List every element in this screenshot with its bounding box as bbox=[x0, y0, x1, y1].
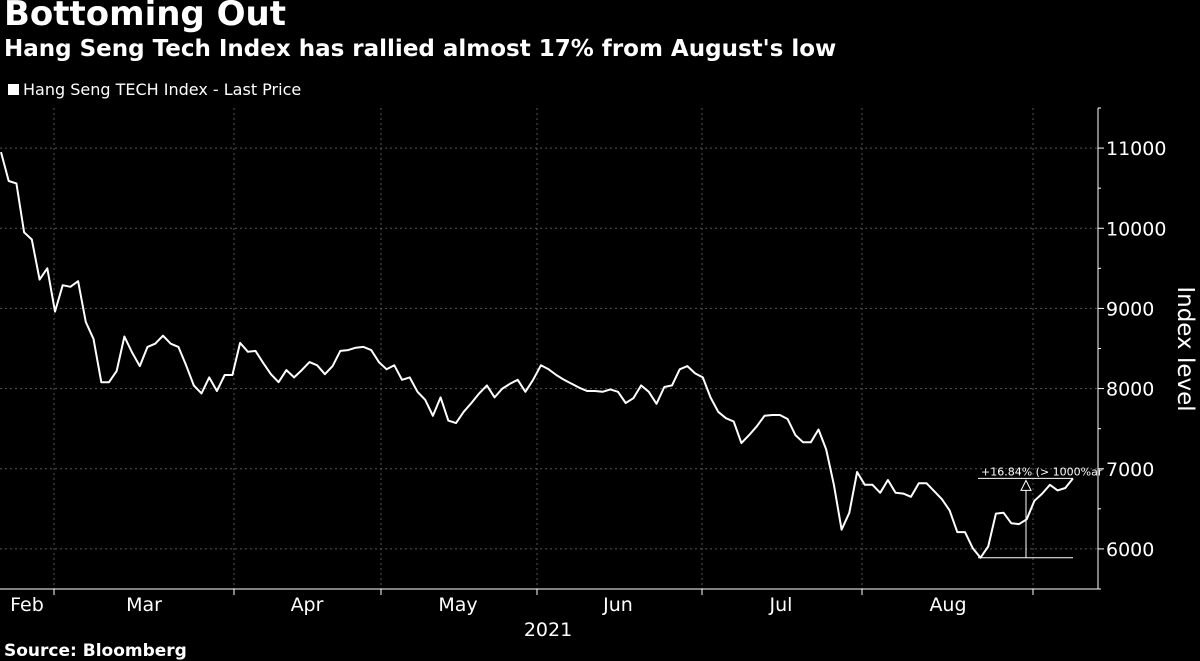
y-tick-label: 6000 bbox=[1106, 539, 1154, 561]
x-month-label: Aug bbox=[929, 594, 966, 616]
x-month-label: Feb bbox=[10, 594, 44, 616]
y-axis-title: Index level bbox=[1172, 286, 1198, 411]
x-month-label: Jun bbox=[602, 594, 633, 616]
x-month-label: Apr bbox=[291, 594, 324, 616]
x-month-label: Mar bbox=[126, 594, 162, 616]
annotation-layer: +16.84% (> 1000%ar bbox=[978, 465, 1103, 559]
y-tick-label: 7000 bbox=[1106, 459, 1154, 481]
grid-layer bbox=[0, 108, 1098, 589]
series-line bbox=[0, 151, 1074, 559]
y-tick-label: 9000 bbox=[1106, 298, 1154, 320]
x-month-label: May bbox=[438, 594, 477, 616]
line-layer bbox=[0, 151, 1074, 559]
y-tick-label: 8000 bbox=[1106, 379, 1154, 401]
axis-layer: 6000 7000 8000 9000 10000 11000 Feb Mar Apr May Ju… bbox=[0, 107, 1198, 641]
annotation-label: +16.84% (> 1000%ar bbox=[981, 465, 1103, 478]
chart-legend: Hang Seng TECH Index - Last Price bbox=[8, 80, 301, 99]
chart-subtitle: Hang Seng Tech Index has rallied almost … bbox=[4, 36, 837, 62]
annotation-arrow-head bbox=[1020, 479, 1032, 491]
chart-source: Source: Bloomberg bbox=[4, 641, 187, 661]
legend-label: Hang Seng TECH Index - Last Price bbox=[23, 80, 302, 99]
x-year-label: 2021 bbox=[524, 619, 572, 641]
y-tick-label: 11000 bbox=[1106, 138, 1166, 160]
legend-swatch-icon bbox=[8, 84, 19, 95]
x-month-label: Jul bbox=[769, 594, 793, 616]
y-tick-label: 10000 bbox=[1106, 218, 1166, 240]
chart-title: Bottoming Out bbox=[4, 0, 286, 34]
